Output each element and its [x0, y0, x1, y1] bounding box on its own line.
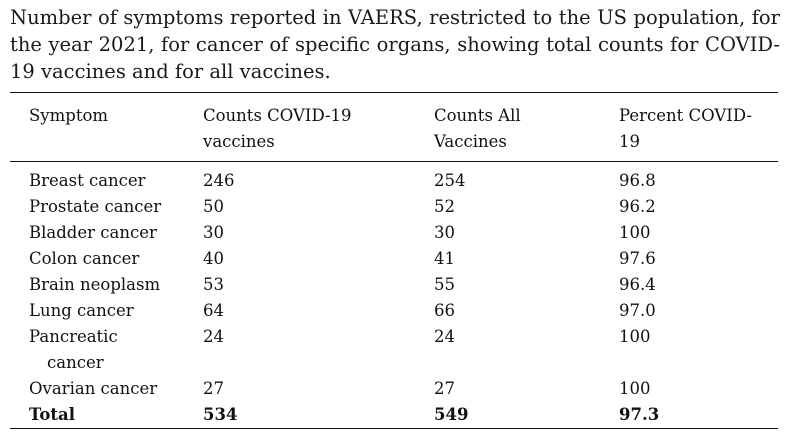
- header-symptom: Symptom: [29, 106, 109, 125]
- header-counts-all: Counts All Vaccines: [434, 106, 521, 151]
- cell-percent-covid: 100: [619, 379, 651, 398]
- header-percent-covid: Percent COVID-19: [619, 106, 752, 151]
- cell-total-counts-covid: 534: [203, 405, 238, 424]
- cell-percent-covid: 100: [619, 223, 651, 242]
- cell-counts-all: 41: [434, 249, 455, 268]
- cell-symptom: Pancreatic cancer: [29, 327, 118, 372]
- cell-counts-all: 30: [434, 223, 455, 242]
- cell-percent-covid: 96.8: [619, 171, 656, 190]
- cell-symptom: Bladder cancer: [29, 223, 157, 242]
- cell-total-label: Total: [29, 405, 75, 424]
- table-row: Pancreatic cancer 24 24 100: [10, 324, 778, 376]
- table-row: Bladder cancer 30 30 100: [10, 220, 778, 246]
- cell-counts-all: 55: [434, 275, 455, 294]
- cell-percent-covid: 96.2: [619, 197, 656, 216]
- symptom-table-container: Symptom Counts COVID-19 vaccines Counts …: [10, 92, 778, 429]
- cell-symptom: Brain neoplasm: [29, 275, 161, 294]
- cell-percent-covid: 100: [619, 327, 651, 346]
- cell-symptom: Breast cancer: [29, 171, 146, 190]
- cell-symptom: Prostate cancer: [29, 197, 162, 216]
- cell-counts-covid: 64: [203, 301, 224, 320]
- cell-counts-covid: 53: [203, 275, 224, 294]
- cell-total-counts-all: 549: [434, 405, 469, 424]
- table-row: Colon cancer 40 41 97.6: [10, 246, 778, 272]
- table-row: Lung cancer 64 66 97.0: [10, 298, 778, 324]
- header-counts-covid: Counts COVID-19 vaccines: [203, 106, 352, 151]
- cell-counts-all: 27: [434, 379, 455, 398]
- table-row: Ovarian cancer 27 27 100: [10, 376, 778, 402]
- cell-percent-covid: 96.4: [619, 275, 656, 294]
- cell-counts-all: 24: [434, 327, 455, 346]
- cell-symptom: Lung cancer: [29, 301, 134, 320]
- cell-counts-covid: 50: [203, 197, 224, 216]
- cell-counts-covid: 246: [203, 171, 235, 190]
- table-row: Brain neoplasm 53 55 96.4: [10, 272, 778, 298]
- table-caption: Number of symptoms reported in VAERS, re…: [10, 6, 780, 83]
- cell-counts-covid: 24: [203, 327, 224, 346]
- cell-symptom: Ovarian cancer: [29, 379, 158, 398]
- cell-percent-covid: 97.0: [619, 301, 656, 320]
- cell-counts-all: 52: [434, 197, 455, 216]
- cell-counts-all: 66: [434, 301, 455, 320]
- cell-total-percent-covid: 97.3: [619, 405, 660, 424]
- table-row: Prostate cancer 50 52 96.2: [10, 194, 778, 220]
- cell-counts-all: 254: [434, 171, 466, 190]
- cell-counts-covid: 27: [203, 379, 224, 398]
- table-total-row: Total 534 549 97.3: [10, 402, 778, 429]
- symptom-table: Symptom Counts COVID-19 vaccines Counts …: [10, 92, 778, 429]
- cell-symptom: Colon cancer: [29, 249, 140, 268]
- table-row: Breast cancer 246 254 96.8: [10, 162, 778, 195]
- cell-counts-covid: 30: [203, 223, 224, 242]
- table-header-row: Symptom Counts COVID-19 vaccines Counts …: [10, 92, 778, 162]
- cell-counts-covid: 40: [203, 249, 224, 268]
- cell-percent-covid: 97.6: [619, 249, 656, 268]
